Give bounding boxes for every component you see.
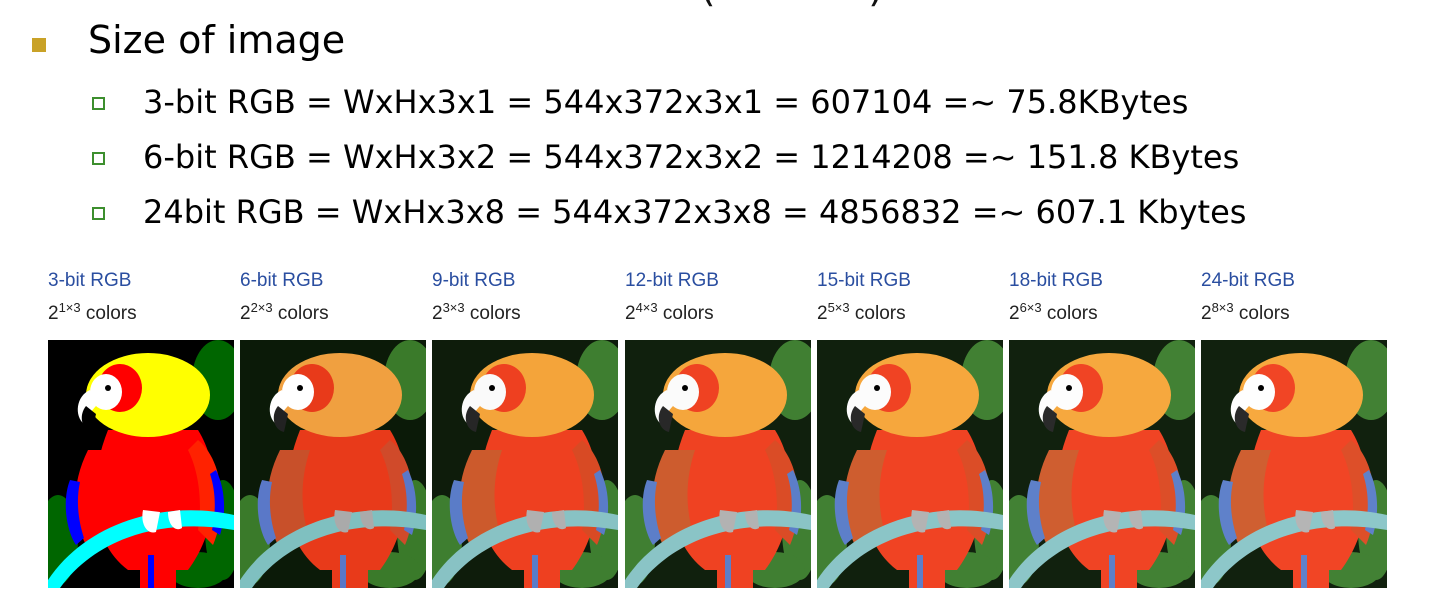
hollow-square-bullet-icon (92, 97, 105, 110)
parrot-illustration (48, 340, 234, 588)
color-count: 25×3 colors (817, 300, 906, 324)
parrot-illustration (817, 340, 1003, 588)
parrot-image (1201, 340, 1387, 588)
parrot-illustration (625, 340, 811, 588)
sub-bullet-text: 6-bit RGB = WxHx3x2 = 544x372x3x2 = 1214… (143, 138, 1240, 176)
gallery-panel: 3-bit RGB 21×3 colors (48, 262, 234, 588)
panel-label: 9-bit RGB (432, 270, 516, 291)
square-bullet-icon (32, 38, 46, 52)
parrot-illustration (432, 340, 618, 588)
gallery-panel: 18-bit RGB 26×3 colors (1009, 262, 1195, 588)
parrot-image (625, 340, 811, 588)
panel-label: 6-bit RGB (240, 270, 324, 291)
color-count: 22×3 colors (240, 300, 329, 324)
hollow-square-bullet-icon (92, 207, 105, 220)
panel-label: 18-bit RGB (1009, 270, 1103, 291)
gallery-panel: 15-bit RGB 25×3 colors (817, 262, 1003, 588)
parrot-image (240, 340, 426, 588)
parrot-image (817, 340, 1003, 588)
color-count: 24×3 colors (625, 300, 714, 324)
parrot-gallery: 3-bit RGB 21×3 colors 6-bit RGB 22×3 col… (0, 262, 1438, 602)
gallery-panel: 6-bit RGB 22×3 colors (240, 262, 426, 588)
panel-label: 3-bit RGB (48, 270, 132, 291)
panel-label: 12-bit RGB (625, 270, 719, 291)
color-count: 26×3 colors (1009, 300, 1098, 324)
cut-off-title-glyphs: ( ) (700, 0, 884, 8)
gallery-panel: 9-bit RGB 23×3 colors (432, 262, 618, 588)
gallery-panel: 24-bit RGB 28×3 colors (1201, 262, 1387, 588)
parrot-illustration (1201, 340, 1387, 588)
sub-bullet-text: 3-bit RGB = WxHx3x1 = 544x372x3x1 = 6071… (143, 83, 1189, 121)
parrot-illustration (240, 340, 426, 588)
color-count: 21×3 colors (48, 300, 137, 324)
sub-bullet-text: 24bit RGB = WxHx3x8 = 544x372x3x8 = 4856… (143, 193, 1247, 231)
parrot-image (432, 340, 618, 588)
cut-off-title: ( ) (0, 0, 1438, 8)
parrot-illustration (1009, 340, 1195, 588)
parrot-image (48, 340, 234, 588)
color-count: 28×3 colors (1201, 300, 1290, 324)
gallery-panel: 12-bit RGB 24×3 colors (625, 262, 811, 588)
color-count: 23×3 colors (432, 300, 521, 324)
parrot-image (1009, 340, 1195, 588)
hollow-square-bullet-icon (92, 152, 105, 165)
panel-label: 15-bit RGB (817, 270, 911, 291)
slide-heading: Size of image (88, 18, 346, 62)
panel-label: 24-bit RGB (1201, 270, 1295, 291)
